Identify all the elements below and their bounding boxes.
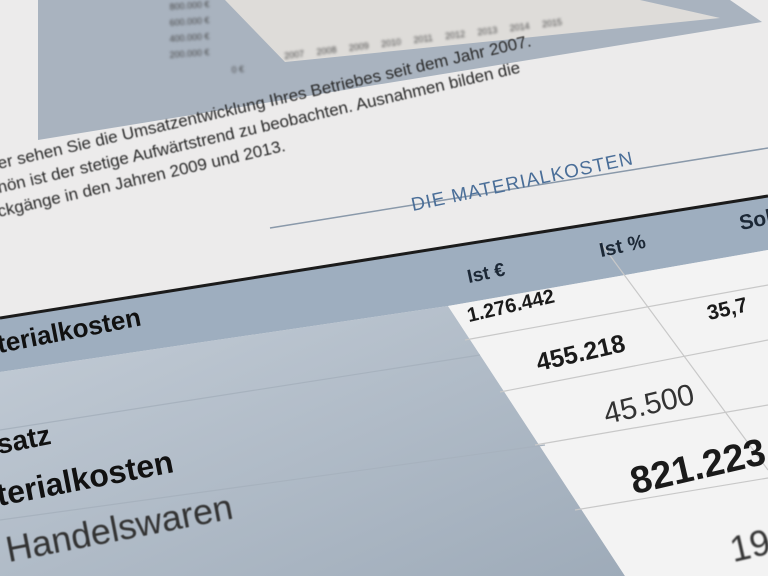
x-tick: 2008 — [315, 44, 338, 58]
label-column — [0, 306, 625, 576]
chart-box — [38, 0, 762, 140]
x-tick: 2007 — [283, 48, 305, 62]
x-tick: 2012 — [444, 28, 466, 42]
chart-plot-area — [225, 0, 720, 62]
value-cells — [448, 250, 768, 576]
x-tick: 2010 — [380, 36, 402, 50]
chart-y-tick: 0 € — [231, 64, 245, 76]
x-tick: 2013 — [476, 24, 498, 38]
heading-underline — [269, 147, 768, 229]
table-top-border — [0, 194, 768, 320]
cell-ist-eur: 19 — [725, 521, 768, 570]
x-tick: 2015 — [541, 16, 563, 30]
x-tick: 2011 — [412, 32, 434, 46]
x-tick: 2009 — [348, 40, 370, 54]
table-header-band — [0, 196, 768, 372]
